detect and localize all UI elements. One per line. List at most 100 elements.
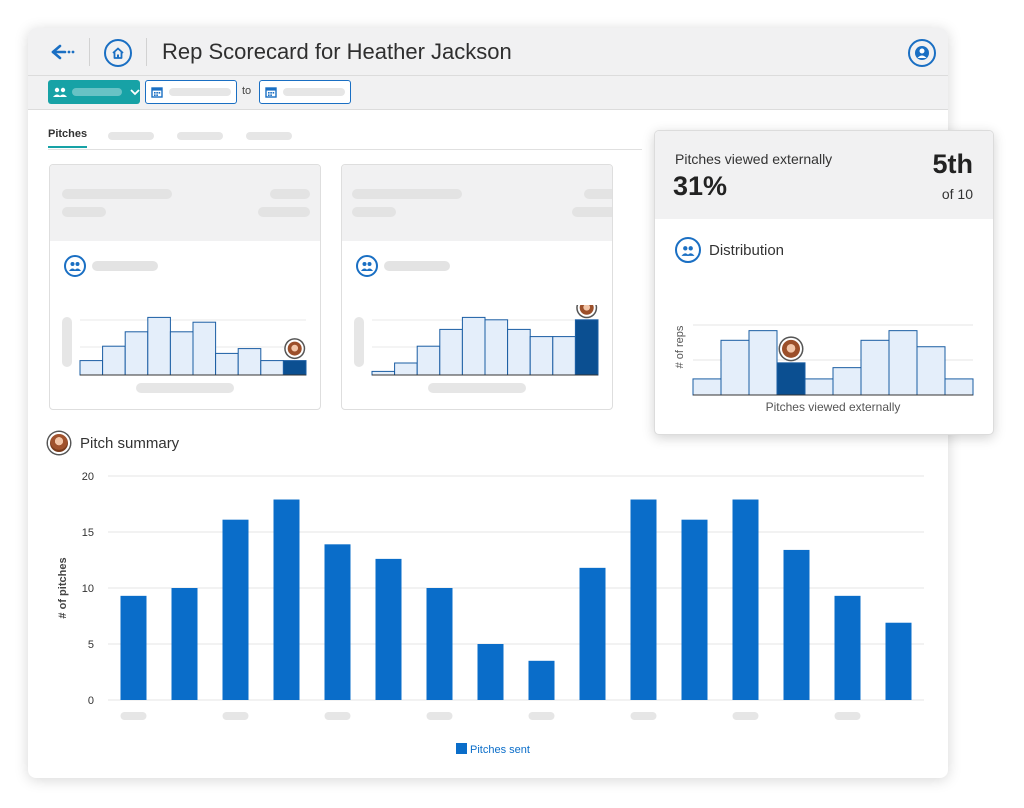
metric-card[interactable] <box>49 164 321 410</box>
text-placeholder <box>584 189 612 199</box>
highlighted-bar <box>776 362 806 396</box>
x-tick-label-placeholder <box>834 712 861 720</box>
filter-toolbar: to <box>28 76 948 110</box>
distribution-label: Distribution <box>709 241 785 259</box>
metric-detail-popover: Pitches viewed externally 31% 5th of 10 … <box>654 130 994 435</box>
user-icon <box>915 46 929 60</box>
bar[interactable] <box>375 558 402 700</box>
bar[interactable] <box>528 660 555 700</box>
bar <box>832 367 862 396</box>
bar <box>461 316 486 376</box>
rank-value: 5th <box>932 149 974 179</box>
page-title: Rep Scorecard for Heather Jackson <box>162 39 512 64</box>
bar[interactable] <box>732 499 759 700</box>
bar[interactable] <box>630 499 657 700</box>
x-label-placeholder <box>136 383 234 393</box>
bar <box>944 378 974 396</box>
rank-of-total: of 10 <box>941 186 973 202</box>
bar[interactable] <box>324 544 351 700</box>
tab-bar: Pitches <box>48 124 642 150</box>
home-button[interactable] <box>104 39 132 67</box>
text-placeholder <box>62 189 172 199</box>
text-placeholder <box>384 261 450 271</box>
x-tick-label-placeholder <box>528 712 555 720</box>
y-tick-label: 5 <box>88 639 94 651</box>
bar[interactable] <box>885 622 912 700</box>
tab-placeholder[interactable] <box>177 132 223 140</box>
y-axis-label: # of reps <box>674 325 686 368</box>
bar[interactable] <box>834 595 861 700</box>
bar[interactable] <box>477 644 504 700</box>
bar <box>124 331 149 376</box>
end-date-field[interactable] <box>259 80 351 104</box>
mini-distribution-chart <box>62 316 307 393</box>
rep-avatar <box>778 336 804 362</box>
calendar-icon <box>151 87 163 98</box>
bar <box>79 360 104 376</box>
text-placeholder <box>352 189 462 199</box>
bar[interactable] <box>171 588 198 700</box>
team-icon <box>675 237 701 263</box>
y-label-placeholder <box>62 317 72 367</box>
rep-avatar <box>576 305 598 319</box>
highlighted-bar <box>282 360 307 376</box>
start-date-field[interactable] <box>145 80 237 104</box>
bar[interactable] <box>426 588 453 700</box>
y-tick-label: 15 <box>82 527 94 539</box>
bar <box>439 328 463 376</box>
legend-swatch <box>456 743 467 754</box>
divider <box>146 38 147 66</box>
bar <box>529 336 554 376</box>
metric-card-header <box>50 165 320 241</box>
bar[interactable] <box>783 549 810 700</box>
title-bar: Rep Scorecard for Heather Jackson <box>28 28 948 76</box>
tab-placeholder[interactable] <box>246 132 292 140</box>
date-range-to-label: to <box>242 85 252 97</box>
bar <box>371 370 396 376</box>
x-tick-label-placeholder <box>630 712 657 720</box>
x-tick-label-placeholder <box>222 712 249 720</box>
team-select-value-placeholder <box>72 88 122 96</box>
metric-card[interactable] <box>341 164 613 410</box>
pitch-summary-title: Pitch summary <box>80 434 180 452</box>
mini-distribution-chart <box>354 305 599 393</box>
rep-avatar <box>48 432 70 454</box>
x-label-placeholder <box>428 383 526 393</box>
bar <box>748 330 778 396</box>
bar[interactable] <box>579 567 606 700</box>
date-value-placeholder <box>169 88 231 96</box>
home-icon <box>112 47 124 59</box>
x-tick-label-placeholder <box>120 712 147 720</box>
tab-placeholder[interactable] <box>108 132 154 140</box>
user-profile-button[interactable] <box>908 39 936 67</box>
team-select[interactable] <box>48 80 140 104</box>
bar <box>860 339 890 396</box>
bar <box>552 336 576 376</box>
highlighted-bar <box>574 319 599 376</box>
bar[interactable] <box>222 519 249 700</box>
date-value-placeholder <box>283 88 345 96</box>
distribution-header: Distribution <box>675 237 784 263</box>
bar <box>888 330 918 396</box>
back-button[interactable] <box>48 40 78 64</box>
x-tick-label-placeholder <box>324 712 351 720</box>
rep-avatar <box>284 338 306 360</box>
text-placeholder <box>572 207 612 217</box>
text-placeholder <box>92 261 158 271</box>
legend-label: Pitches sent <box>470 744 530 756</box>
bar <box>416 345 441 376</box>
tab-pitches[interactable]: Pitches <box>48 128 88 148</box>
bar[interactable] <box>273 499 300 700</box>
bar <box>237 348 262 376</box>
bar[interactable] <box>120 595 147 700</box>
bar <box>260 360 284 376</box>
y-tick-label: 20 <box>82 471 94 483</box>
bar <box>692 378 722 396</box>
bar <box>147 316 171 376</box>
bar[interactable] <box>681 519 708 700</box>
metric-label: Pitches viewed externally <box>675 151 833 167</box>
text-placeholder <box>62 207 106 217</box>
bar <box>102 345 126 376</box>
bar <box>507 328 531 376</box>
x-axis-label: Pitches viewed externally <box>766 400 901 414</box>
